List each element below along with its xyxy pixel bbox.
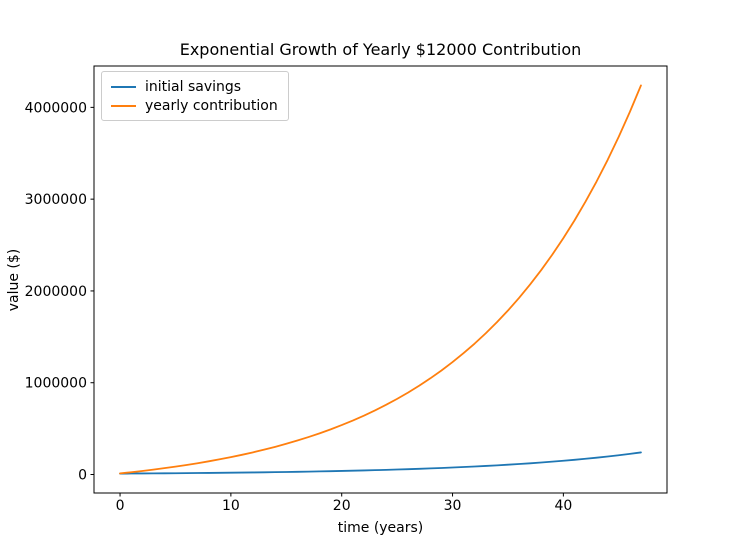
y-tick-label: 4000000 xyxy=(25,100,87,116)
y-tick-label: 0 xyxy=(78,468,87,484)
legend-swatch xyxy=(111,85,136,88)
x-tick-label: 20 xyxy=(333,498,351,514)
axes-frame xyxy=(93,65,668,494)
legend-label-yearly-contribution: yearly contribution xyxy=(145,97,278,114)
line-initial-savings xyxy=(119,451,642,475)
x-tick-label: 10 xyxy=(222,498,240,514)
y-tick-label: 2000000 xyxy=(25,284,87,300)
x-tick-label: 0 xyxy=(116,498,125,514)
y-tick-label: 3000000 xyxy=(25,192,87,208)
x-tick-label: 30 xyxy=(444,498,462,514)
legend: initial savings yearly contribution xyxy=(101,71,289,121)
y-tick-label: 1000000 xyxy=(25,376,87,392)
x-tick-label: 40 xyxy=(554,498,572,514)
legend-swatch xyxy=(111,104,136,107)
x-axis-label: time (years) xyxy=(337,520,424,536)
legend-entry: initial savings xyxy=(111,77,278,96)
legend-label-initial-savings: initial savings xyxy=(145,78,242,95)
chart-title: Exponential Growth of Yearly $12000 Cont… xyxy=(179,40,582,59)
line-yearly-contribution xyxy=(119,84,642,475)
legend-entry: yearly contribution xyxy=(111,96,278,115)
